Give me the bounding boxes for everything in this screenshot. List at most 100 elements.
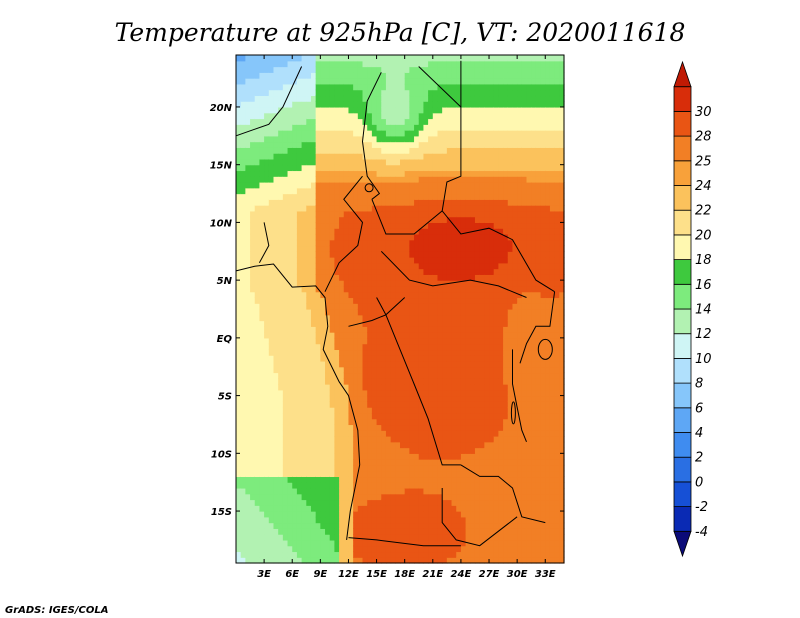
field-cell — [470, 314, 476, 322]
field-cell — [418, 436, 425, 443]
field-cell — [250, 407, 256, 414]
field-cell — [442, 407, 448, 414]
field-cell — [385, 78, 392, 85]
field-cell — [245, 372, 251, 379]
field-cell — [310, 551, 317, 558]
field-cell — [343, 216, 350, 224]
field-cell — [296, 557, 303, 564]
field-cell — [474, 360, 481, 368]
field-cell — [343, 349, 350, 356]
field-cell — [493, 268, 499, 275]
field-cell — [240, 476, 246, 483]
field-cell — [498, 453, 504, 460]
field-cell — [456, 430, 462, 437]
field-cell — [282, 441, 289, 449]
field-cell — [400, 366, 406, 374]
field-cell — [282, 268, 289, 275]
field-cell — [320, 193, 326, 200]
field-cell — [334, 280, 340, 287]
field-cell — [428, 285, 434, 293]
field-cell — [329, 95, 335, 102]
field-cell — [371, 539, 378, 547]
field-cell — [400, 280, 406, 287]
field-cell — [254, 291, 261, 299]
field-cell — [296, 522, 303, 529]
field-cell — [259, 251, 265, 258]
field-cell — [254, 147, 261, 154]
field-cell — [268, 516, 275, 524]
field-cell — [240, 182, 246, 189]
field-cell — [414, 170, 420, 177]
field-cell — [245, 78, 251, 85]
field-cell — [414, 147, 420, 154]
field-cell — [414, 297, 420, 304]
field-cell — [367, 182, 373, 189]
field-cell — [385, 257, 392, 264]
field-cell — [236, 257, 242, 264]
field-cell — [451, 101, 457, 108]
field-cell — [423, 106, 429, 114]
field-cell — [282, 459, 289, 466]
field-cell — [484, 245, 490, 252]
field-cell — [404, 424, 410, 431]
field-cell — [259, 459, 265, 466]
field-cell — [320, 60, 326, 68]
field-cell — [381, 343, 387, 351]
field-cell — [465, 55, 471, 62]
field-cell — [479, 303, 485, 310]
field-cell — [489, 384, 495, 391]
field-cell — [245, 389, 251, 397]
field-cell — [236, 228, 242, 235]
field-cell — [432, 89, 439, 97]
field-cell — [432, 424, 439, 431]
field-cell — [259, 441, 265, 449]
field-cell — [273, 505, 279, 512]
field-cell — [418, 349, 425, 356]
field-cell — [414, 436, 420, 443]
field-cell — [353, 395, 359, 402]
field-cell — [343, 372, 350, 379]
field-cell — [465, 389, 471, 397]
field-cell — [390, 418, 396, 426]
field-cell — [418, 430, 425, 437]
field-cell — [460, 447, 467, 454]
field-cell — [395, 534, 401, 541]
field-cell — [310, 349, 317, 356]
field-cell — [479, 453, 485, 460]
field-cell — [465, 124, 471, 131]
field-cell — [381, 528, 387, 535]
field-cell — [329, 545, 335, 553]
field-cell — [437, 112, 443, 120]
field-cell — [446, 147, 453, 154]
field-cell — [479, 545, 485, 553]
field-cell — [339, 245, 345, 252]
field-cell — [264, 187, 270, 195]
field-cell — [325, 482, 331, 489]
field-cell — [339, 262, 345, 270]
field-cell — [264, 89, 270, 97]
field-cell — [315, 430, 321, 437]
field-cell — [343, 130, 350, 137]
field-cell — [376, 55, 382, 62]
field-cell — [489, 199, 495, 206]
field-cell — [329, 112, 335, 120]
field-cell — [259, 493, 265, 501]
field-cell — [428, 233, 434, 241]
field-cell — [371, 66, 378, 73]
field-cell — [264, 210, 270, 218]
field-cell — [320, 366, 326, 374]
field-cell — [437, 337, 443, 345]
field-cell — [465, 164, 471, 172]
field-cell — [428, 257, 434, 264]
field-cell — [460, 291, 467, 299]
field-cell — [306, 101, 312, 108]
field-cell — [357, 141, 364, 148]
field-cell — [320, 378, 326, 385]
field-cell — [400, 309, 406, 316]
field-cell — [367, 505, 373, 512]
field-cell — [343, 158, 350, 166]
field-cell — [470, 112, 476, 120]
field-cell — [240, 216, 246, 224]
field-cell — [446, 447, 453, 454]
field-cell — [414, 395, 420, 402]
